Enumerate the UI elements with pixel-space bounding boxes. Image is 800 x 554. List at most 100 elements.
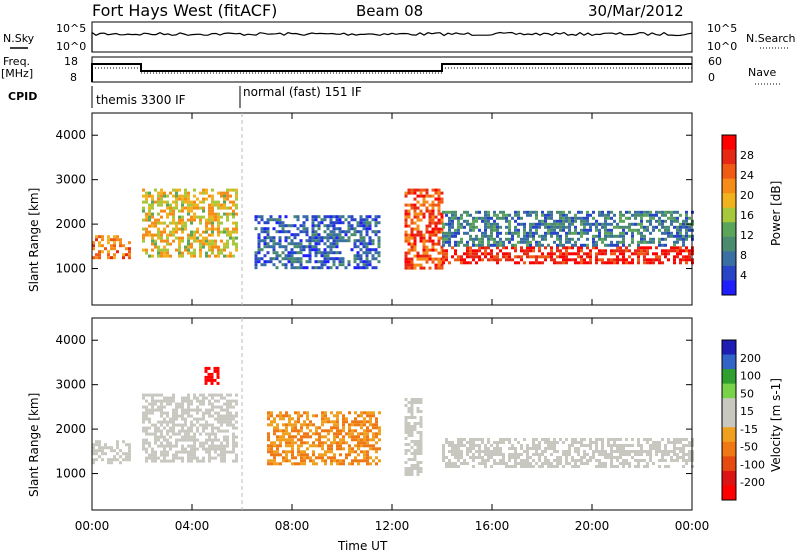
power-cell — [365, 266, 369, 270]
velocity-cell — [366, 435, 369, 439]
velocity-cell — [354, 459, 357, 463]
velocity-cell — [493, 459, 496, 462]
power-cell — [589, 255, 592, 259]
power-cell — [226, 218, 229, 222]
power-cell — [595, 234, 598, 238]
power-cell — [538, 249, 541, 253]
power-cell — [440, 245, 444, 249]
power-cell — [628, 243, 631, 247]
power-cell — [193, 236, 196, 240]
velocity-cell — [535, 453, 538, 456]
velocity-cell — [285, 411, 288, 415]
power-cell — [667, 249, 670, 253]
power-cell — [320, 239, 324, 243]
power-cell — [190, 242, 193, 246]
power-cell — [437, 242, 441, 246]
velocity-cell — [348, 435, 351, 439]
velocity-cell — [348, 444, 351, 448]
velocity-cell — [273, 432, 276, 436]
velocity-cell — [202, 444, 205, 448]
power-cell — [643, 252, 646, 256]
power-cell — [592, 216, 595, 220]
velocity-cell — [448, 462, 451, 465]
power-cell — [664, 252, 667, 256]
power-cell — [199, 254, 202, 258]
power-cell — [571, 258, 574, 262]
power-cell — [181, 200, 184, 204]
power-cell — [142, 227, 145, 231]
power-cell — [142, 218, 145, 222]
velocity-cell — [300, 462, 303, 466]
power-cell — [496, 243, 499, 247]
velocity-cell — [324, 414, 327, 418]
power-cell — [440, 218, 444, 222]
velocity-cell — [481, 462, 484, 465]
power-cell — [254, 215, 258, 219]
power-cell — [290, 263, 294, 267]
power-cell — [445, 210, 448, 214]
velocity-cell — [190, 426, 193, 430]
power-cell — [257, 221, 261, 225]
power-cell — [688, 249, 691, 253]
velocity-cell — [499, 453, 502, 456]
power-cell — [278, 260, 282, 264]
velocity-cell — [496, 453, 499, 456]
power-cell — [511, 231, 514, 235]
velocity-cell — [187, 432, 190, 436]
velocity-cell — [619, 462, 622, 465]
velocity-cell — [288, 435, 291, 439]
power-cell — [178, 197, 181, 201]
power-cell — [217, 191, 220, 195]
power-cell — [410, 203, 414, 207]
velocity-cell — [357, 423, 360, 427]
power-cell — [341, 257, 345, 261]
power-cell — [190, 236, 193, 240]
power-cell — [335, 221, 339, 225]
colorbar-swatch — [722, 251, 736, 267]
velocity-cell — [472, 459, 475, 462]
power-cell — [499, 210, 502, 214]
velocity-cell — [372, 438, 375, 442]
velocity-cell — [604, 450, 607, 453]
power-cell — [160, 236, 163, 240]
power-cell — [407, 188, 411, 192]
nsky-label: N.Sky — [3, 32, 35, 45]
power-cell — [169, 191, 172, 195]
velocity-cell — [372, 426, 375, 430]
velocity-cell — [407, 425, 411, 428]
power-cell — [463, 210, 466, 214]
power-cell — [628, 210, 631, 214]
power-cell — [571, 237, 574, 241]
power-cell — [574, 225, 577, 229]
velocity-cell — [217, 444, 220, 448]
velocity-cell — [514, 462, 517, 465]
velocity-cell — [601, 441, 604, 444]
power-cell — [332, 257, 336, 261]
velocity-cell — [342, 435, 345, 439]
velocity-cell — [163, 450, 166, 454]
power-cell — [586, 216, 589, 220]
velocity-cell — [610, 438, 613, 441]
velocity-cell — [565, 453, 568, 456]
velocity-cell — [210, 378, 214, 382]
power-cell — [682, 258, 685, 262]
velocity-cell — [160, 414, 163, 418]
power-cell — [226, 194, 229, 198]
power-cell — [661, 231, 664, 235]
velocity-cell — [318, 426, 321, 430]
power-cell — [305, 245, 309, 249]
velocity-cell — [366, 453, 369, 457]
power-cell — [428, 248, 432, 252]
power-cell — [419, 194, 423, 198]
velocity-cell — [478, 456, 481, 459]
power-cell — [187, 248, 190, 252]
power-cell — [565, 231, 568, 235]
velocity-cell — [478, 462, 481, 465]
power-cell — [187, 218, 190, 222]
power-cell — [490, 225, 493, 229]
power-cell — [451, 222, 454, 226]
velocity-cell — [214, 435, 217, 439]
power-cell — [502, 210, 505, 214]
power-cell — [577, 210, 580, 214]
